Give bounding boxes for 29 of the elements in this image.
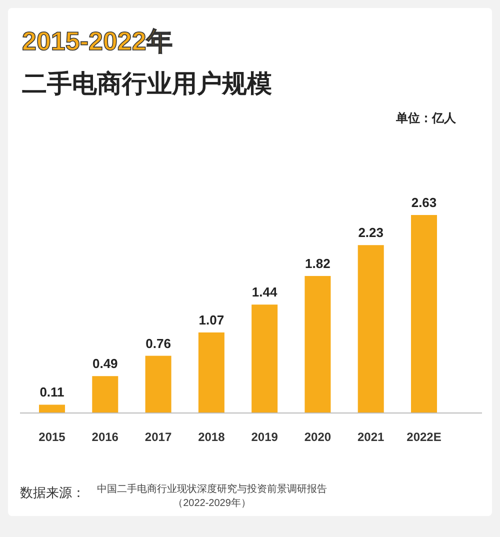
bar: [411, 215, 437, 413]
x-tick-label: 2016: [92, 430, 119, 444]
data-label: 1.44: [252, 284, 278, 300]
data-label: 0.49: [92, 356, 118, 372]
bar: [252, 304, 278, 413]
title: 2015-2022年: [22, 26, 172, 56]
bar: [198, 332, 224, 413]
text: 中国二手电商行业现状深度研究与投资前景调研报告（2022-2029年）: [97, 483, 327, 509]
text: 单位：亿人: [395, 111, 457, 125]
x-tick-label: 2021: [358, 430, 385, 444]
bar: [304, 276, 331, 413]
source-note: 数据来源：: [20, 485, 85, 500]
data-label: 0.76: [146, 336, 171, 351]
data-label: 2.23: [358, 225, 384, 240]
data-label: 1.82: [305, 256, 330, 271]
bar: [92, 376, 118, 413]
bar: [39, 404, 65, 413]
data-label: 2.63: [411, 195, 437, 210]
x-tick-label: 2015: [38, 430, 66, 444]
x-tick-label: 2019: [251, 430, 278, 444]
data-label: 1.07: [198, 312, 224, 328]
bar: [145, 356, 172, 413]
bar: [358, 245, 384, 413]
x-tick-label: 2018: [198, 430, 226, 444]
x-tick-label: 2020: [304, 430, 332, 444]
x-tick-label: 2017: [144, 430, 172, 444]
subtitle: 二手电商行业用户规模: [22, 70, 272, 98]
data-label: 0.11: [40, 384, 64, 400]
x-tick-label: 2022E: [406, 430, 442, 444]
